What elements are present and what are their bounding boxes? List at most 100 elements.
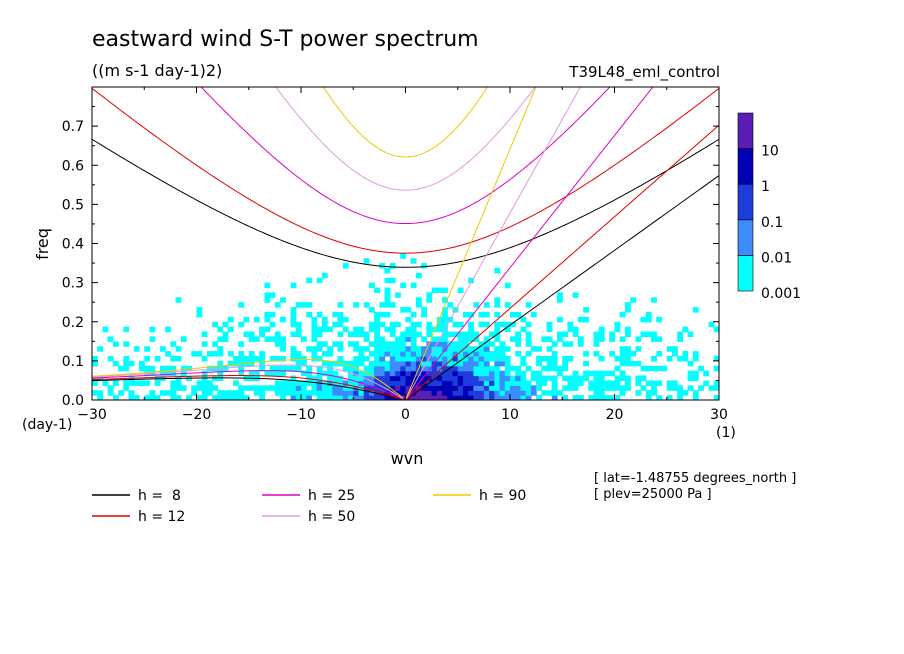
power-cell [327, 390, 333, 396]
power-cell [395, 390, 401, 396]
power-cell [311, 321, 318, 328]
power-cell [687, 375, 694, 382]
gravity-wave-h90 [322, 87, 489, 158]
power-cell [311, 336, 318, 342]
power-cell [567, 385, 574, 391]
power-cell [306, 365, 313, 372]
power-cell [353, 375, 360, 382]
power-cell [321, 360, 328, 367]
power-cell [374, 321, 380, 328]
power-cell [410, 370, 417, 377]
power-cell [557, 390, 563, 396]
power-cell [306, 375, 313, 382]
power-cell [421, 375, 427, 382]
power-cell [530, 375, 537, 382]
power-cell [520, 360, 527, 367]
power-cell [410, 331, 417, 338]
power-cell [123, 360, 130, 367]
power-cell [368, 326, 375, 333]
power-cell [577, 316, 584, 323]
power-cell [588, 385, 595, 391]
power-cell [489, 385, 495, 391]
power-cell [248, 360, 255, 367]
power-cell [499, 360, 506, 367]
power-cell [415, 272, 422, 279]
power-cell [483, 380, 490, 386]
power-cell [504, 302, 511, 308]
power-cell [624, 375, 631, 382]
power-cell [593, 331, 600, 338]
power-cell [462, 385, 469, 391]
power-cell [348, 360, 354, 367]
power-cell [515, 380, 522, 386]
power-cell [301, 336, 307, 342]
power-cell [546, 346, 553, 352]
power-cell [311, 326, 318, 333]
power-cell [285, 390, 292, 396]
lat-annotation: [ lat=-1.48755 degrees_north ] [594, 471, 796, 486]
power-cell [368, 375, 375, 382]
y-tick-label: 0.6 [62, 158, 84, 174]
power-cell [421, 385, 427, 391]
power-cell [264, 370, 271, 377]
y-tick-label: 0.4 [62, 237, 84, 253]
power-cell [483, 385, 490, 391]
power-cell [395, 355, 401, 362]
y-tick-label: 0.3 [62, 276, 84, 292]
power-cell [494, 311, 501, 318]
power-cell [368, 351, 375, 357]
power-cell [525, 341, 532, 347]
power-cell [436, 321, 443, 328]
power-cell [290, 395, 297, 400]
power-cell [525, 321, 532, 328]
power-cell [457, 380, 464, 386]
power-cell [588, 370, 595, 377]
power-cell [306, 311, 313, 318]
power-cell [342, 360, 349, 367]
power-cell [238, 351, 245, 357]
power-cell [713, 380, 719, 386]
colorbar-label: 0.01 [761, 250, 792, 266]
power-cell [410, 395, 417, 400]
power-cell [363, 336, 370, 342]
power-cell [415, 355, 422, 362]
power-cell [175, 297, 182, 303]
power-cell [436, 287, 443, 294]
power-cell [290, 385, 297, 391]
power-cell [483, 375, 490, 382]
power-cell [473, 355, 480, 362]
power-cell [212, 385, 218, 391]
power-cell [489, 365, 495, 372]
power-cell [442, 331, 448, 338]
power-cell [306, 380, 313, 386]
power-cell [504, 346, 511, 352]
power-cell [614, 380, 621, 386]
power-cell [499, 341, 506, 347]
power-cell [630, 360, 636, 367]
power-cell [624, 380, 631, 386]
power-cell [348, 341, 354, 347]
power-cell [233, 390, 239, 396]
power-cell [191, 390, 198, 396]
power-cell [358, 390, 365, 396]
power-cell [687, 385, 694, 391]
power-cell [248, 370, 255, 377]
power-cell [546, 360, 553, 367]
power-cell [321, 272, 328, 279]
power-cell [546, 326, 553, 333]
power-cell [473, 370, 480, 377]
power-cell [483, 390, 490, 396]
power-cell [494, 297, 501, 303]
power-cell [368, 385, 375, 391]
power-cell [144, 365, 151, 372]
power-cell [541, 390, 548, 396]
power-cell [504, 360, 511, 367]
power-cell [640, 385, 647, 391]
power-cell [593, 351, 600, 357]
power-cell [107, 390, 114, 396]
power-cell [290, 331, 297, 338]
power-cell [572, 292, 579, 298]
power-cell [473, 351, 480, 357]
x-tick-label: 20 [606, 407, 624, 423]
power-cell [154, 355, 161, 362]
